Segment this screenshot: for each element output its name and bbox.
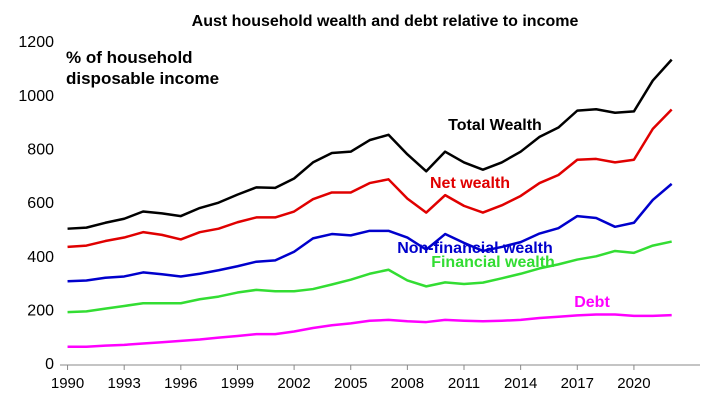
series-line — [67, 108, 673, 249]
series-line — [67, 240, 672, 314]
x-tick-label: 1993 — [108, 375, 141, 392]
y-tick-label: 600 — [27, 195, 54, 212]
series-label: Debt — [574, 294, 610, 311]
y-tick-label: 1200 — [18, 34, 54, 51]
x-tick-label: 1996 — [164, 375, 197, 392]
series-line — [67, 182, 673, 283]
x-tick-label: 2002 — [277, 375, 310, 392]
y-tick-label: 0 — [45, 356, 54, 373]
chart-title: Aust household wealth and debt relative … — [192, 13, 579, 30]
y-tick-label: 800 — [27, 142, 54, 159]
x-tick-label: 2020 — [617, 375, 650, 392]
y-axis-title: % of household disposable income — [66, 48, 220, 88]
series-label: Financial wealth — [431, 254, 555, 271]
y-tick-label: 200 — [27, 303, 54, 320]
x-tick-label: 2011 — [448, 375, 480, 392]
x-tick-label: 1990 — [51, 375, 84, 392]
x-tick-label: 2005 — [334, 375, 367, 392]
y-tick-label: 400 — [27, 249, 54, 266]
series-line — [67, 313, 672, 349]
series-label: Total Wealth — [448, 117, 542, 134]
x-tick-label: 2017 — [561, 375, 594, 392]
y-tick-label: 1000 — [18, 88, 54, 105]
x-tick-label: 2014 — [504, 375, 537, 392]
series-label: Non-financial wealth — [397, 240, 553, 257]
series-line — [67, 58, 673, 230]
x-tick-label: 1999 — [221, 375, 254, 392]
x-tick-label: 2008 — [391, 375, 424, 392]
series-label: Net wealth — [430, 175, 510, 192]
